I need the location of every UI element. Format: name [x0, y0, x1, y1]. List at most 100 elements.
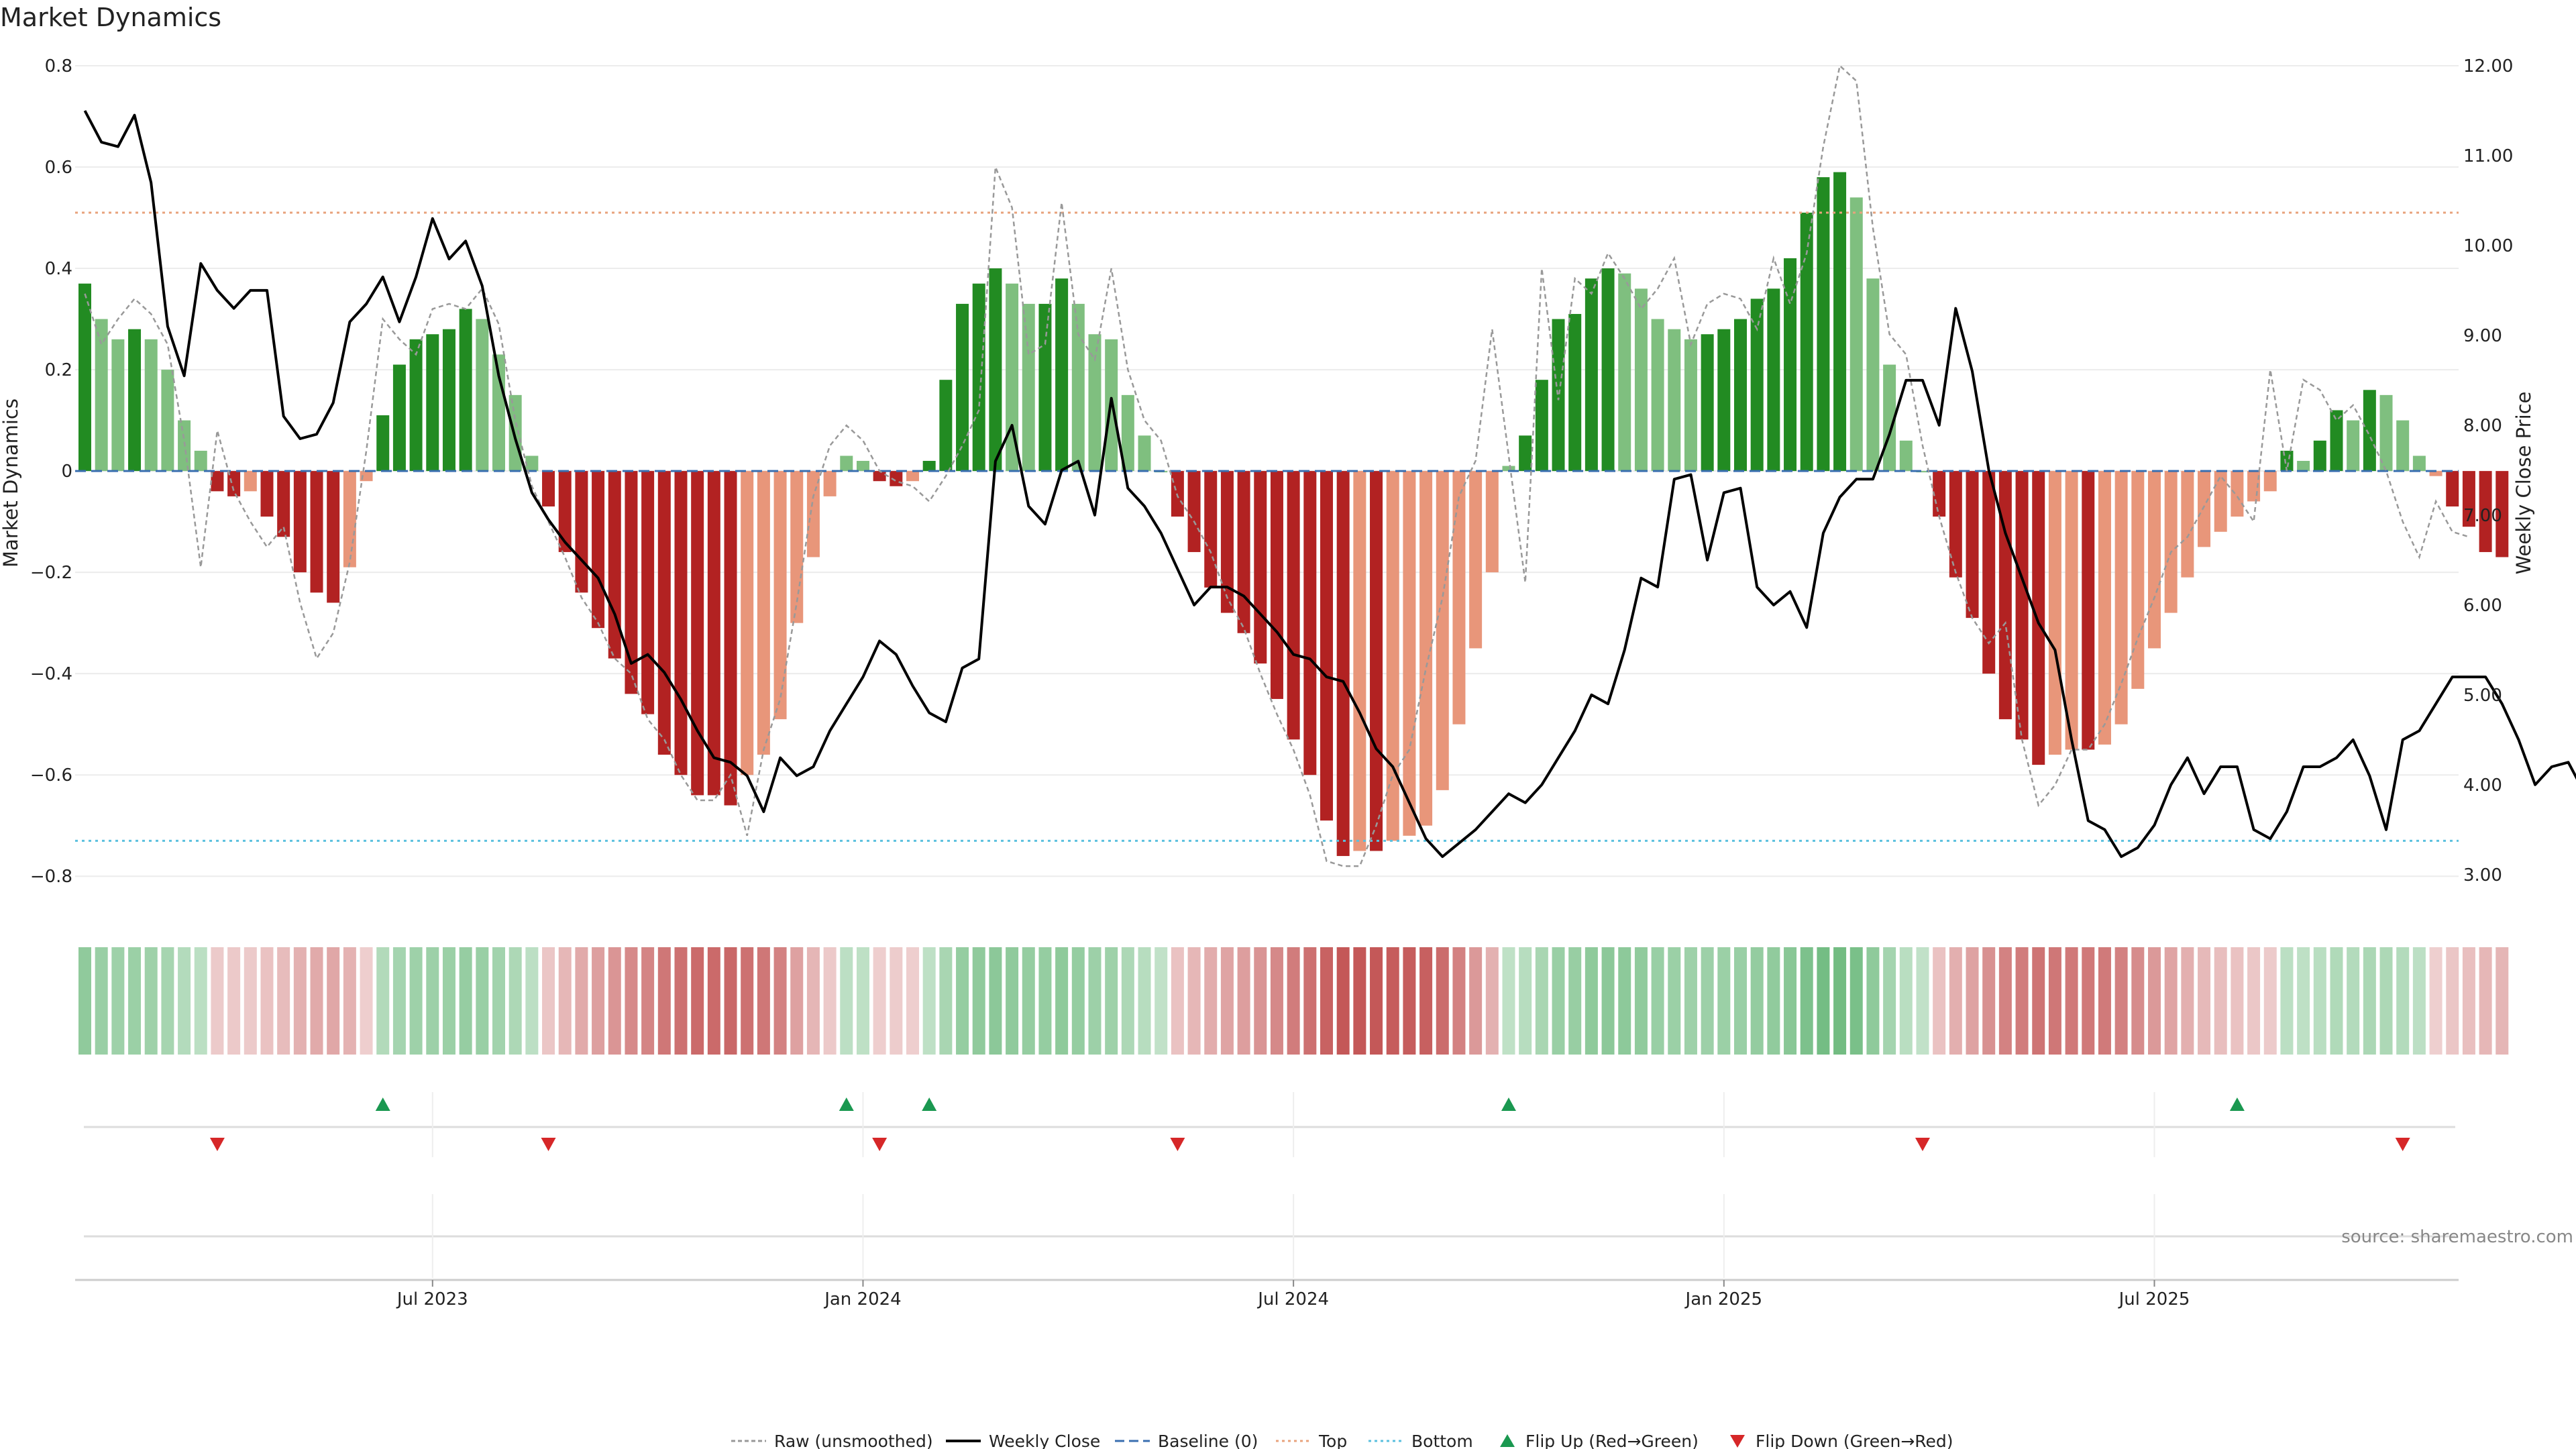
heat-cell: [2412, 947, 2426, 1055]
heat-cell: [2148, 947, 2161, 1055]
dynamics-bar: [1022, 303, 1035, 472]
dynamics-bar: [2148, 471, 2161, 649]
heat-cell: [1121, 947, 1134, 1055]
flip-down-marker: [209, 1138, 225, 1151]
right-tick-label: 5.00: [2463, 686, 2502, 706]
heat-cell: [890, 947, 903, 1055]
heat-cell: [2280, 947, 2294, 1055]
heat-cell: [459, 947, 472, 1055]
heat-cell: [1966, 947, 1979, 1055]
heat-cell: [1270, 947, 1283, 1055]
dynamics-bar: [542, 471, 555, 506]
heat-cell: [1469, 947, 1483, 1055]
heat-cell: [1800, 947, 1813, 1055]
legend-label: Raw (unsmoothed): [774, 1432, 933, 1449]
heat-cell: [1055, 947, 1069, 1055]
heat-cell: [1485, 947, 1499, 1055]
x-tick-label: Jan 2025: [1684, 1289, 1763, 1309]
heat-cell: [2496, 947, 2509, 1055]
dynamics-bar: [1220, 471, 1234, 613]
flip-marker-panel: [84, 1092, 2455, 1157]
dynamics-bar: [2231, 471, 2244, 517]
heat-cell: [2032, 947, 2045, 1055]
legend-label: Flip Up (Red→Green): [1525, 1432, 1699, 1449]
heat-cell: [1767, 947, 1780, 1055]
legend-item-top: Top: [1276, 1432, 1347, 1449]
heat-cell: [277, 947, 290, 1055]
dynamics-bar: [111, 339, 125, 472]
left-tick-label: 0.6: [45, 158, 72, 178]
dynamics-bar: [1204, 471, 1218, 588]
heat-cell: [840, 947, 853, 1055]
dynamics-bar: [1933, 471, 1946, 517]
heat-cell: [1502, 947, 1515, 1055]
dynamics-bar: [1386, 471, 1399, 841]
heat-cell: [426, 947, 439, 1055]
dynamics-bar: [1899, 440, 1913, 472]
dynamics-bar: [806, 471, 820, 557]
heat-cell: [1585, 947, 1598, 1055]
dynamics-bar: [128, 329, 142, 472]
dynamics-bar: [2446, 471, 2459, 506]
heat-cell: [492, 947, 505, 1055]
dynamics-bar: [1469, 471, 1483, 649]
dynamics-bar: [2297, 461, 2310, 472]
heat-cell: [1370, 947, 1383, 1055]
dynamics-bar: [1138, 435, 1151, 472]
heat-cell: [1204, 947, 1218, 1055]
heat-cell: [2396, 947, 2410, 1055]
dynamics-bar: [906, 471, 919, 482]
dynamics-bar: [1998, 471, 2012, 720]
right-tick-label: 6.00: [2463, 596, 2502, 616]
dynamics-bar: [1800, 212, 1813, 472]
legend-item-baseline: Baseline (0): [1115, 1432, 1258, 1449]
heat-cell: [1833, 947, 1847, 1055]
dynamics-bar: [476, 319, 489, 472]
heat-cell: [2479, 947, 2492, 1055]
heat-cell: [260, 947, 274, 1055]
left-tick-label: −0.2: [30, 563, 72, 583]
dynamics-bar: [1982, 471, 1996, 674]
heat-cell: [1303, 947, 1317, 1055]
heat-cell: [144, 947, 158, 1055]
dynamics-bar: [360, 471, 373, 482]
left-tick-label: 0: [61, 462, 72, 482]
dynamics-bar: [1618, 273, 1631, 472]
heat-cell: [625, 947, 638, 1055]
dynamics-bar: [409, 339, 423, 472]
dynamics-bar: [1949, 471, 1962, 578]
heat-cell: [2065, 947, 2078, 1055]
heat-cell: [1668, 947, 1681, 1055]
heat-cell: [1287, 947, 1300, 1055]
heat-cell: [194, 947, 207, 1055]
heat-cell: [641, 947, 655, 1055]
heat-cell: [757, 947, 770, 1055]
heat-cell: [1006, 947, 1019, 1055]
dynamics-bar: [2347, 420, 2360, 472]
dynamics-bar: [244, 471, 257, 492]
dynamics-bar: [1187, 471, 1201, 552]
dynamics-bar: [1651, 319, 1664, 472]
heat-cell: [1452, 947, 1466, 1055]
heat-cell: [211, 947, 224, 1055]
heat-cell: [1436, 947, 1449, 1055]
dynamics-bar: [1519, 435, 1532, 472]
dynamics-bar: [1833, 172, 1847, 472]
dynamics-bar: [2164, 471, 2178, 613]
dynamics-bar: [310, 471, 323, 593]
heat-cell: [657, 947, 671, 1055]
heat-cell: [78, 947, 91, 1055]
heat-cell: [227, 947, 241, 1055]
heat-cell: [1237, 947, 1250, 1055]
heat-cell: [1535, 947, 1548, 1055]
dynamics-bar: [2396, 420, 2410, 472]
legend-item-bottom: Bottom: [1368, 1432, 1473, 1449]
flip-down-marker: [2395, 1138, 2410, 1151]
heat-cell: [1403, 947, 1416, 1055]
heat-cell: [1071, 947, 1085, 1055]
left-axis-label: Market Dynamics: [0, 398, 22, 568]
heat-cell: [2263, 947, 2277, 1055]
heat-cell: [293, 947, 307, 1055]
x-axis: Jul 2023 Jan 2024 Jul 2024 Jan 2025 Jul 2025: [75, 1279, 2459, 1309]
heat-cell: [1320, 947, 1333, 1055]
